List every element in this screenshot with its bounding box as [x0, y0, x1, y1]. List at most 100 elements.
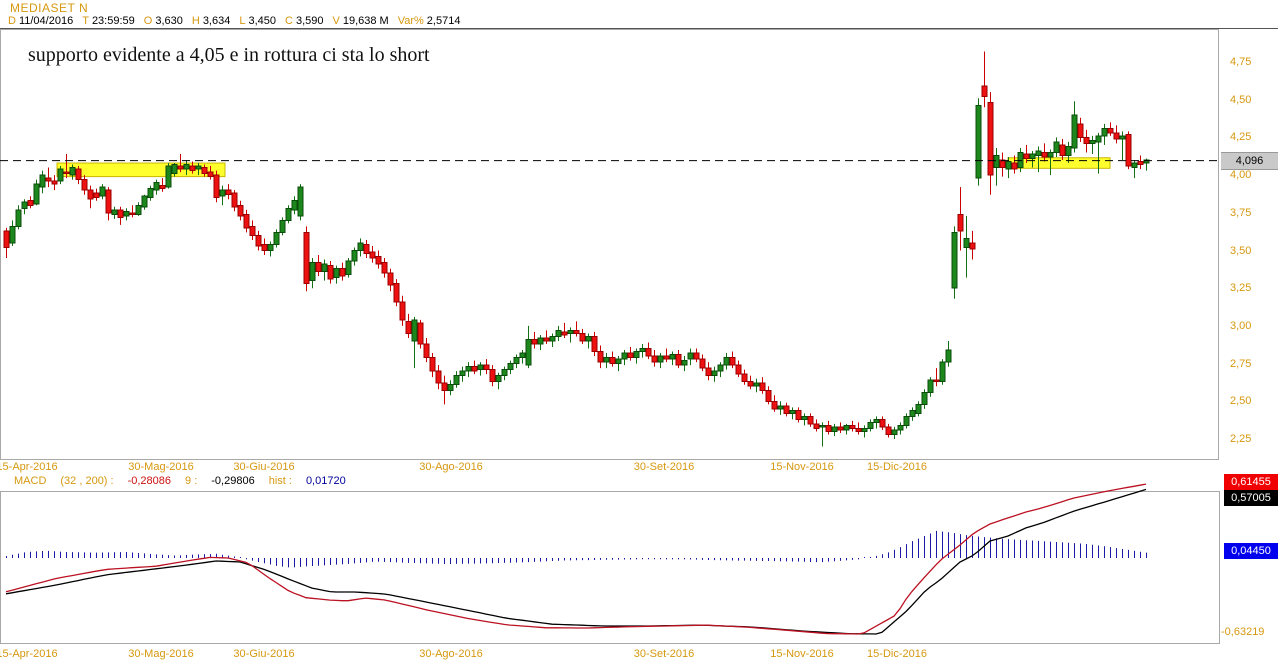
candle-body	[801, 415, 808, 420]
candle-body	[891, 429, 898, 435]
macd-line	[5, 483, 1147, 635]
candle-body	[387, 272, 394, 286]
candle-body	[723, 357, 730, 366]
date-tick-label: 30-Ago-2016	[419, 461, 483, 473]
candle-body	[489, 369, 496, 383]
date-tick-label: 30-Mag-2016	[128, 648, 194, 660]
signal-current-value-box: 0,57005	[1224, 490, 1278, 506]
candle-body	[591, 335, 598, 353]
macd-signal-label: 9 :	[185, 475, 198, 487]
hist-current-value-box: 0,04450	[1224, 543, 1278, 559]
candle-body	[345, 260, 352, 276]
candle-body	[1029, 153, 1036, 160]
candle-body	[393, 283, 400, 303]
candle-body	[465, 366, 472, 372]
candle-body	[3, 230, 10, 248]
candle-body	[93, 192, 100, 199]
candle-body	[1071, 114, 1078, 149]
price-tick-label: 4,50	[1230, 93, 1252, 106]
candle-body	[381, 262, 388, 274]
candle-body	[231, 192, 238, 208]
candle-body	[441, 382, 448, 392]
candle-body	[963, 237, 970, 248]
candle-body	[273, 231, 280, 245]
candle-body	[765, 390, 772, 402]
field-var-pct: Var% 2,5714	[397, 15, 461, 27]
candle-body	[39, 174, 46, 188]
macd-plot-frame	[0, 491, 1220, 644]
support-zone-highlight	[56, 162, 226, 178]
candle-body	[609, 357, 616, 365]
candle-body	[981, 85, 988, 98]
candle-body	[45, 177, 52, 182]
candle-body	[543, 337, 550, 342]
candle-body	[777, 405, 784, 410]
candle-body	[705, 367, 712, 377]
candle-body	[453, 375, 460, 386]
field-close: C 3,590	[285, 15, 324, 27]
candle-body	[837, 426, 844, 431]
candle-body	[1047, 151, 1054, 158]
candle-body	[735, 364, 742, 375]
candle-body	[993, 154, 1000, 169]
candle-body	[87, 189, 94, 200]
field-high: H 3,634	[191, 15, 231, 27]
candle-body	[123, 210, 130, 217]
candle-body	[831, 426, 838, 432]
candle-body	[1137, 161, 1144, 166]
macd-axis-min-label: -0,63219	[1221, 626, 1265, 638]
price-tick-label: 4,75	[1230, 56, 1252, 68]
candle-body	[147, 188, 154, 199]
candle-body	[699, 358, 706, 369]
candle-body	[357, 242, 364, 252]
candle-body	[873, 418, 880, 423]
candle-body	[243, 213, 250, 229]
candle-body	[681, 360, 688, 366]
candle-body	[813, 423, 820, 429]
price-tick-label: 4,00	[1230, 169, 1252, 182]
candle-body	[1083, 136, 1090, 144]
candle-body	[57, 168, 64, 182]
date-tick-label: 15-Apr-2016	[0, 648, 58, 660]
candle-body	[429, 357, 436, 372]
candle-body	[531, 338, 538, 345]
candle-body	[111, 209, 118, 215]
field-low: L 3,450	[239, 15, 276, 27]
candle-body	[141, 195, 148, 208]
candle-body	[1125, 133, 1132, 167]
candle-body	[645, 348, 652, 357]
candle-body	[909, 409, 916, 417]
candle-body	[807, 415, 814, 425]
date-tick-label: 15-Nov-2016	[770, 461, 834, 473]
date-tick-label: 15-Dic-2016	[867, 461, 927, 473]
candle-body	[291, 200, 298, 211]
candle-body	[207, 171, 214, 178]
candle-body	[1119, 135, 1126, 140]
date-tick-label: 30-Ago-2016	[419, 648, 483, 660]
candle-body	[855, 427, 862, 432]
candle-body	[633, 351, 640, 359]
candle-body	[405, 320, 412, 334]
candle-body	[255, 234, 262, 247]
candle-body	[327, 265, 334, 280]
candle-body	[567, 329, 574, 334]
candle-body	[561, 331, 568, 336]
candle-body	[1089, 139, 1096, 144]
candle-body	[603, 357, 610, 363]
candle-body	[639, 348, 646, 353]
candle-body	[279, 219, 286, 233]
candle-body	[849, 424, 856, 429]
candle-body	[501, 369, 508, 377]
candle-body	[1041, 151, 1048, 158]
candle-body	[129, 212, 136, 215]
candle-body	[921, 391, 928, 405]
candle-body	[447, 384, 454, 392]
candle-body	[477, 364, 484, 371]
signal-line	[5, 488, 1147, 635]
candle-body	[495, 375, 502, 383]
price-tick-label: 3,75	[1230, 206, 1252, 219]
candle-body	[879, 418, 886, 428]
candle-body	[675, 354, 682, 366]
field-date: D 11/04/2016	[8, 15, 74, 27]
